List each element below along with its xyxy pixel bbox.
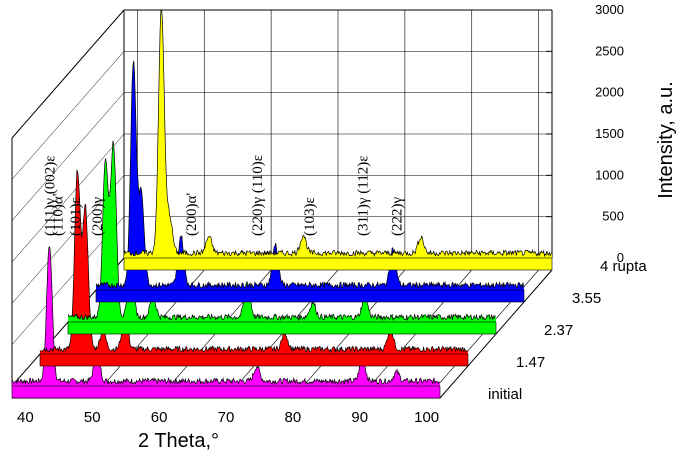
x-tick-labels: 40 50 60 70 80 90 100 [17,409,439,426]
series-4-rupta [123,9,553,271]
x-tick-label: 70 [218,409,235,426]
y-tick-label: 1000 [595,167,624,182]
series-1.47 [39,169,469,367]
series-band [123,257,553,271]
peak-label: (200)γ [90,197,106,236]
peak-label: (111)γ (002)ε [42,155,58,236]
y-tick-labels: 0 500 1000 1500 2000 2500 3000 [595,2,624,265]
x-tick-label: 80 [285,409,302,426]
left-wall-grid-line [11,9,125,139]
peak-labels: (111)γ (002)ε(110)α' (101)ε (200)γ (200)α' (… [42,155,405,236]
y-tick-label: 3000 [595,2,624,17]
series-band [39,353,469,367]
x-tick-label: 100 [414,409,439,426]
peak-label: (110)α' [50,193,66,236]
peak-label: (101)ε [68,197,84,236]
series-ribbons [11,9,553,399]
series-line [95,60,525,290]
series-label: 4 rupta [600,258,647,275]
series-fill [124,10,552,270]
series-label: initial [488,386,522,403]
series-2.37 [67,140,497,335]
x-tick-label: 50 [84,409,101,426]
series-band [67,321,497,335]
y-tick-label: 1500 [595,126,624,141]
series-line [67,140,496,322]
series-label: 3.55 [572,290,601,307]
peak-label: (200)α' [184,193,200,236]
y-tick-label: 0 [617,250,624,265]
x-axis-title: 2 Theta,° [138,430,219,452]
series-band [95,289,525,303]
peak-label: (311)γ (112)ε [355,155,371,236]
left-wall-grid-line [11,92,125,221]
x-tick-label: 60 [151,409,168,426]
series-label: 2.37 [544,322,573,339]
left-wall-grid-line [11,51,125,180]
y-tick-label: 2500 [595,43,624,58]
y-tick-label: 2000 [595,85,624,100]
series-line [11,246,440,386]
series-fill [12,246,440,398]
y-axis-title: Intensity, a.u. [655,81,677,198]
peak-label: (222)γ [390,197,406,236]
series-3.55 [95,60,525,303]
y-tick-label: 500 [602,209,624,224]
peak-label: (220)γ (110)ε [250,155,266,236]
x-tick-label: 90 [351,409,368,426]
series-label: 1.47 [516,354,545,371]
left-wall-grid-line [11,133,125,263]
series-band [11,385,441,399]
series-line [123,9,553,258]
x-tick-label: 40 [17,409,34,426]
peak-label: (103)ε [302,197,318,236]
series-line [39,169,468,354]
series-initial [11,246,441,399]
series-labels: initial 1.47 2.37 3.55 4 rupta [488,258,647,403]
series-fill [40,170,468,366]
series-fill [96,60,524,302]
